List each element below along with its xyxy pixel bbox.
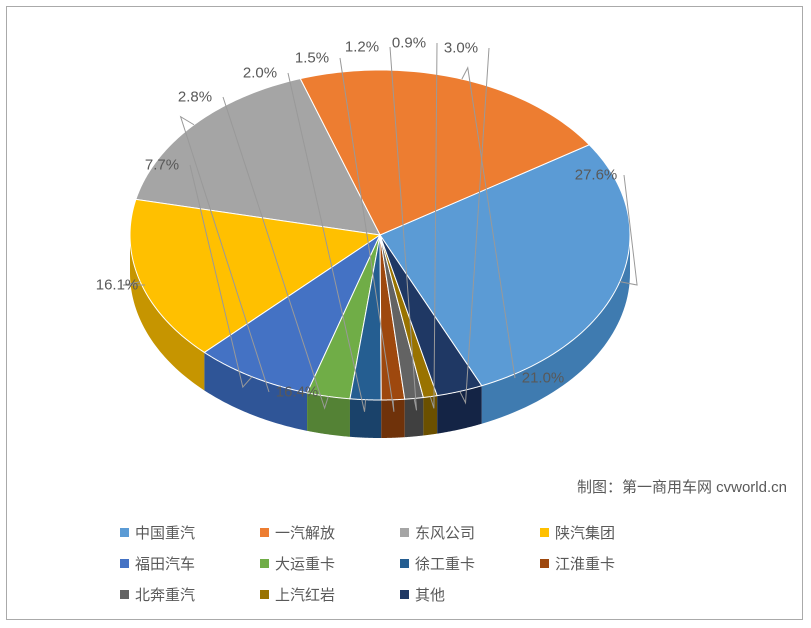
- legend-swatch: [260, 590, 269, 599]
- pie-data-label: 21.0%: [522, 370, 565, 387]
- pie-side: [405, 397, 424, 437]
- legend-item: 其他: [400, 584, 540, 605]
- legend-item: 大运重卡: [260, 553, 400, 574]
- legend-label: 福田汽车: [135, 553, 195, 574]
- pie-chart: 27.6% 21.0% 16.4% 16.1% 7.7% 2.8% 2.0% 1.5% 1.2%…: [0, 0, 811, 470]
- legend-swatch: [540, 528, 549, 537]
- pie-data-label: 2.8%: [178, 89, 212, 106]
- legend-swatch: [400, 528, 409, 537]
- legend-swatch: [400, 590, 409, 599]
- pie-data-label: 1.2%: [345, 39, 379, 56]
- legend-label: 上汽红岩: [275, 584, 335, 605]
- credit-line: 制图：第一商用车网 cvworld.cn: [577, 476, 787, 497]
- legend-label: 江淮重卡: [555, 553, 615, 574]
- legend-item: 一汽解放: [260, 522, 400, 543]
- legend-swatch: [540, 559, 549, 568]
- legend-label: 徐工重卡: [415, 553, 475, 574]
- pie-side: [423, 396, 437, 436]
- pie-data-label: 0.9%: [392, 35, 426, 52]
- pie-data-label: 7.7%: [145, 157, 179, 174]
- legend-item: 福田汽车: [120, 553, 260, 574]
- legend-label: 大运重卡: [275, 553, 335, 574]
- pie-data-label: 2.0%: [243, 65, 277, 82]
- legend-label: 中国重汽: [135, 522, 195, 543]
- legend-item: 东风公司: [400, 522, 540, 543]
- legend-item: 北奔重汽: [120, 584, 260, 605]
- legend-swatch: [400, 559, 409, 568]
- legend-item: 上汽红岩: [260, 584, 400, 605]
- legend-swatch: [120, 528, 129, 537]
- legend-item: 陕汽集团: [540, 522, 680, 543]
- legend-label: 一汽解放: [275, 522, 335, 543]
- legend-item: 江淮重卡: [540, 553, 680, 574]
- pie-data-label: 16.4%: [276, 384, 319, 401]
- legend-label: 东风公司: [415, 522, 475, 543]
- legend-item: 徐工重卡: [400, 553, 540, 574]
- legend-swatch: [120, 590, 129, 599]
- pie-data-label: 27.6%: [575, 167, 618, 184]
- pie-data-label: 3.0%: [444, 40, 478, 57]
- legend: 中国重汽 一汽解放 东风公司 陕汽集团福田汽车 大运重卡 徐工重卡 江淮重卡北奔重汽 上汽红岩…: [120, 522, 680, 605]
- legend-label: 陕汽集团: [555, 522, 615, 543]
- legend-swatch: [120, 559, 129, 568]
- legend-swatch: [260, 528, 269, 537]
- pie-data-label: 1.5%: [295, 50, 329, 67]
- pie-data-label: 16.1%: [96, 277, 139, 294]
- legend-label: 北奔重汽: [135, 584, 195, 605]
- legend-swatch: [260, 559, 269, 568]
- pie-svg: [0, 0, 811, 470]
- legend-label: 其他: [415, 584, 445, 605]
- legend-item: 中国重汽: [120, 522, 260, 543]
